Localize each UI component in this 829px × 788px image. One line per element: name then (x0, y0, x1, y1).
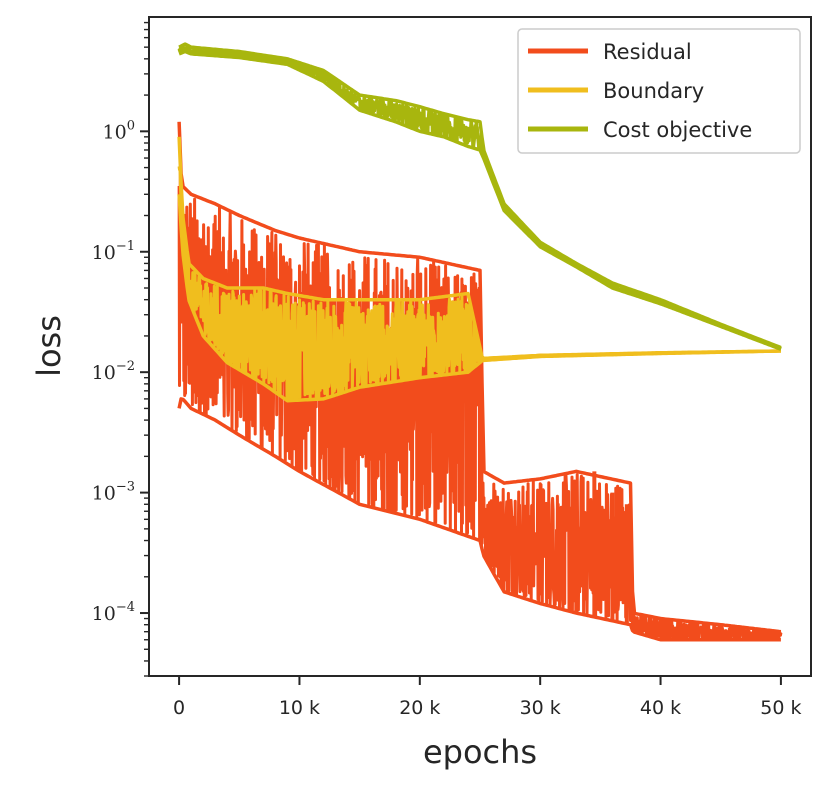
x-tick-label: 40 k (640, 697, 681, 719)
y-tick-label: 10−1 (92, 239, 135, 264)
y-tick-label: 10−4 (92, 600, 135, 625)
series-line (177, 168, 783, 642)
x-tick-label: 0 (173, 697, 185, 719)
series-envelope-upper (177, 121, 782, 634)
y-axis-label: loss (30, 315, 68, 377)
x-axis-label: epochs (423, 733, 537, 771)
y-tick-label: 10−2 (92, 359, 135, 384)
series-residual (177, 121, 783, 642)
legend-label: Cost objective (603, 118, 752, 142)
y-tick-label: 100 (103, 118, 135, 143)
series-envelope-lower (177, 397, 781, 642)
series-layer (177, 42, 783, 642)
series-cost-objective (177, 42, 782, 351)
series-envelope-lower (177, 194, 781, 403)
series-envelope-lower (178, 49, 782, 351)
series-boundary (177, 136, 782, 403)
x-tick-label: 20 k (399, 697, 440, 719)
legend: Residual Boundary Cost objective (517, 28, 801, 154)
legend-label: Residual (603, 40, 692, 64)
y-tick-label: 10−3 (92, 480, 135, 505)
legend-frame (517, 28, 801, 154)
series-envelope-upper (178, 42, 782, 350)
x-tick-label: 30 k (520, 697, 561, 719)
legend-label: Boundary (603, 79, 704, 103)
axes-layer: 0 10 k 20 k 30 k 40 k 50 k 100 10−1 10−2 10−3 10−4 (92, 21, 802, 719)
x-tick-label: 10 k (279, 697, 320, 719)
plot-frame (148, 16, 812, 677)
x-tick-label: 50 k (760, 697, 801, 719)
